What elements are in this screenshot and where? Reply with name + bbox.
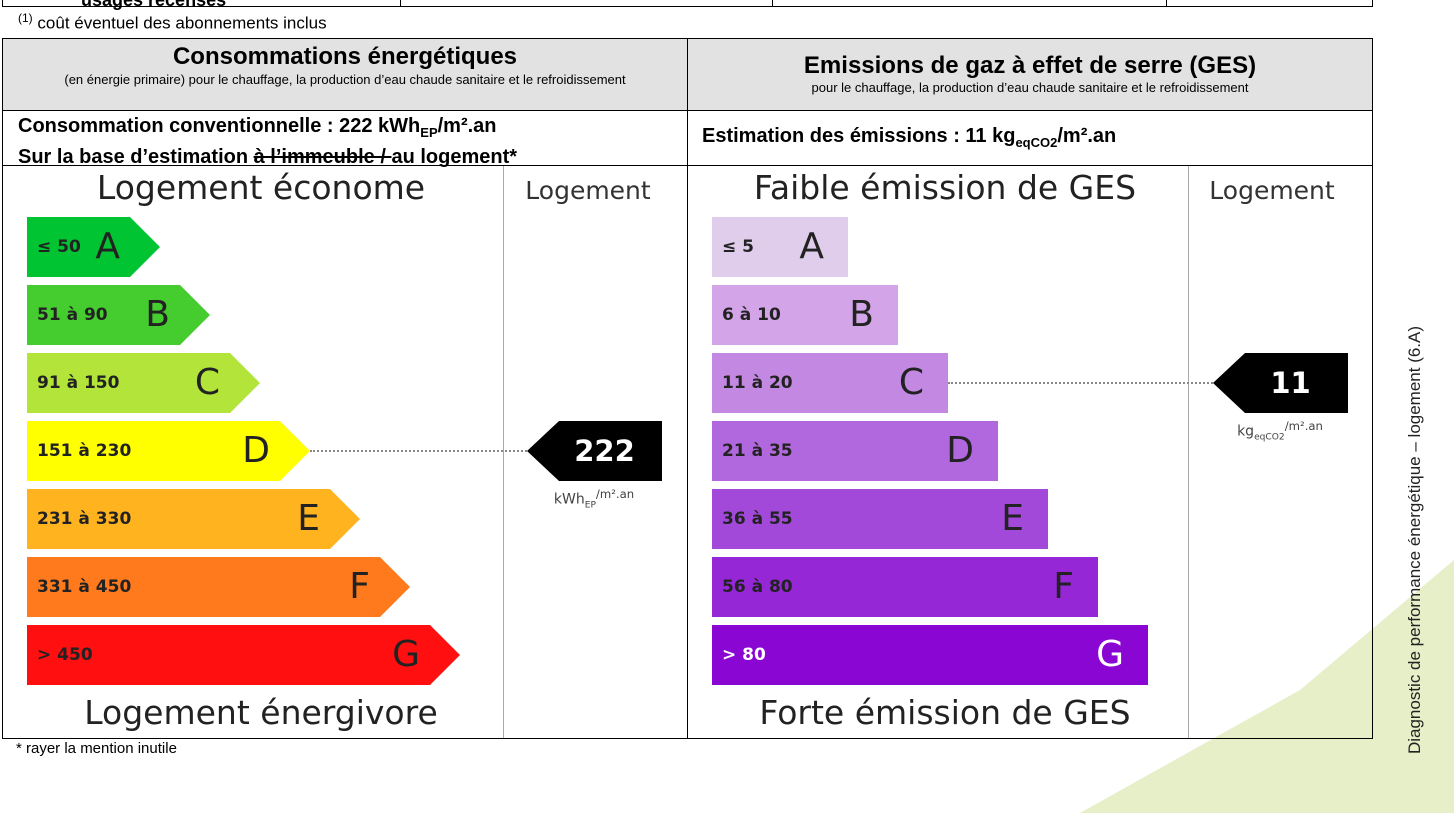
ges-header: Emissions de gaz à effet de serre (GES) … xyxy=(687,38,1373,111)
class-letter: A xyxy=(799,226,824,267)
value-marker: 11 xyxy=(1213,353,1348,413)
unit-rest: /m².an xyxy=(1284,419,1323,433)
class-range: 91 à 150 xyxy=(37,373,120,393)
summary-unit: /m².an xyxy=(1057,125,1117,147)
class-range: 21 à 35 xyxy=(722,441,793,461)
unit-sub: eqCO2 xyxy=(1254,432,1285,443)
basis-suffix: au logement* xyxy=(391,146,518,168)
class-bar: 151 à 230 D xyxy=(27,421,310,481)
top-cell xyxy=(400,0,773,7)
leader-line xyxy=(310,450,527,452)
decor-shape xyxy=(1080,560,1454,813)
bottom-label: Logement énergivore xyxy=(84,693,438,732)
class-letter: D xyxy=(946,430,974,471)
unit-rest: /m².an xyxy=(595,487,635,501)
ges-summary: Estimation des émissions : 11 kgeqCO2/m²… xyxy=(687,110,1373,166)
class-letter: D xyxy=(242,430,270,471)
column-header: Logement xyxy=(525,176,651,205)
energy-header: Consommations énergétiques (en énergie p… xyxy=(2,38,688,111)
energy-title: Consommations énergétiques xyxy=(172,43,518,70)
class-bar: 56 à 80 F xyxy=(712,557,1098,617)
summary-unit: /m².an xyxy=(437,115,497,137)
basis-prefix: Sur la base d’estimation xyxy=(18,146,254,168)
basis-struck: à l’immeuble / xyxy=(253,146,392,168)
class-range: 6 à 10 xyxy=(722,305,781,325)
summary-label: Consommation conventionnelle : 222 kWh xyxy=(18,115,421,137)
divider xyxy=(1188,166,1189,738)
class-letter: G xyxy=(392,634,420,675)
unit-sub: EP xyxy=(584,500,596,511)
footnote-text: coût éventuel des abonnements inclus xyxy=(37,13,327,33)
ges-label: Faible émission de GES Logement Forte émis… xyxy=(687,165,1373,739)
side-label: Diagnostic de performance énergétique – … xyxy=(1405,325,1424,755)
class-range: ≤ 5 xyxy=(722,237,754,257)
class-range: > 450 xyxy=(37,645,93,665)
class-range: 231 à 330 xyxy=(37,509,132,529)
footnote-marker: (1) xyxy=(18,11,33,25)
class-bar: 91 à 150 C xyxy=(27,353,260,413)
class-range: ≤ 50 xyxy=(37,237,81,257)
summary-sub: EP xyxy=(420,125,438,140)
bottom-label: Forte émission de GES xyxy=(759,693,1131,732)
class-letter: G xyxy=(1096,634,1124,675)
energy-label: Logement économe Logement Logement énergiv… xyxy=(2,165,688,739)
value-marker: 222 xyxy=(527,421,662,481)
energy-summary: Consommation conventionnelle : 222 kWhEP… xyxy=(2,110,688,168)
class-bar: 331 à 450 F xyxy=(27,557,410,617)
class-bar: 21 à 35 D xyxy=(712,421,998,481)
top-label: Faible émission de GES xyxy=(753,168,1137,207)
class-letter: B xyxy=(145,294,170,335)
class-range: 56 à 80 xyxy=(722,577,793,597)
top-cell xyxy=(1166,0,1373,7)
class-letter: B xyxy=(849,294,874,335)
footnote: (1) coût éventuel des abonnements inclus xyxy=(18,11,327,34)
class-range: 331 à 450 xyxy=(37,577,132,597)
divider xyxy=(503,166,504,738)
class-bar: 36 à 55 E xyxy=(712,489,1048,549)
class-bar: 6 à 10 B xyxy=(712,285,898,345)
top-cell: usages recensés xyxy=(2,0,401,10)
value-unit: kWhEP/m².an xyxy=(554,487,634,510)
unit-main: kWh xyxy=(553,491,585,508)
class-range: 151 à 230 xyxy=(37,441,132,461)
class-range: > 80 xyxy=(722,645,766,665)
class-bar: ≤ 5 A xyxy=(712,217,848,277)
class-letter: E xyxy=(297,498,320,539)
class-bar: 11 à 20 C xyxy=(712,353,948,413)
ges-subtitle: pour le chauffage, la production d’eau c… xyxy=(811,80,1249,95)
energy-subtitle: (en énergie primaire) pour le chauffage,… xyxy=(64,72,626,87)
class-bar: > 80 G xyxy=(712,625,1148,685)
class-range: 36 à 55 xyxy=(722,509,793,529)
class-letter: E xyxy=(1001,498,1024,539)
class-letter: C xyxy=(898,362,924,403)
class-range: 51 à 90 xyxy=(37,305,108,325)
class-bar: ≤ 50 A xyxy=(27,217,160,277)
summary-sub: eqCO2 xyxy=(1015,135,1058,150)
value-unit: kgeqCO2/m².an xyxy=(1237,419,1323,442)
top-label: Logement économe xyxy=(96,168,426,207)
class-bar: 51 à 90 B xyxy=(27,285,210,345)
class-letter: F xyxy=(1053,566,1074,607)
class-letter: A xyxy=(95,226,120,267)
class-bar: > 450 G xyxy=(27,625,460,685)
class-range: 11 à 20 xyxy=(722,373,793,393)
unit-main: kg xyxy=(1237,423,1255,440)
class-letter: F xyxy=(349,566,370,607)
top-row-text: usages recensés xyxy=(81,0,227,10)
class-letter: C xyxy=(194,362,220,403)
footer-note: * rayer la mention inutile xyxy=(16,740,177,757)
leader-line xyxy=(948,382,1213,384)
top-cell xyxy=(772,0,1167,7)
column-header: Logement xyxy=(1209,176,1335,205)
summary-label: Estimation des émissions : 11 kg xyxy=(702,125,1016,147)
class-bar: 231 à 330 E xyxy=(27,489,360,549)
ges-title: Emissions de gaz à effet de serre (GES) xyxy=(803,52,1257,79)
